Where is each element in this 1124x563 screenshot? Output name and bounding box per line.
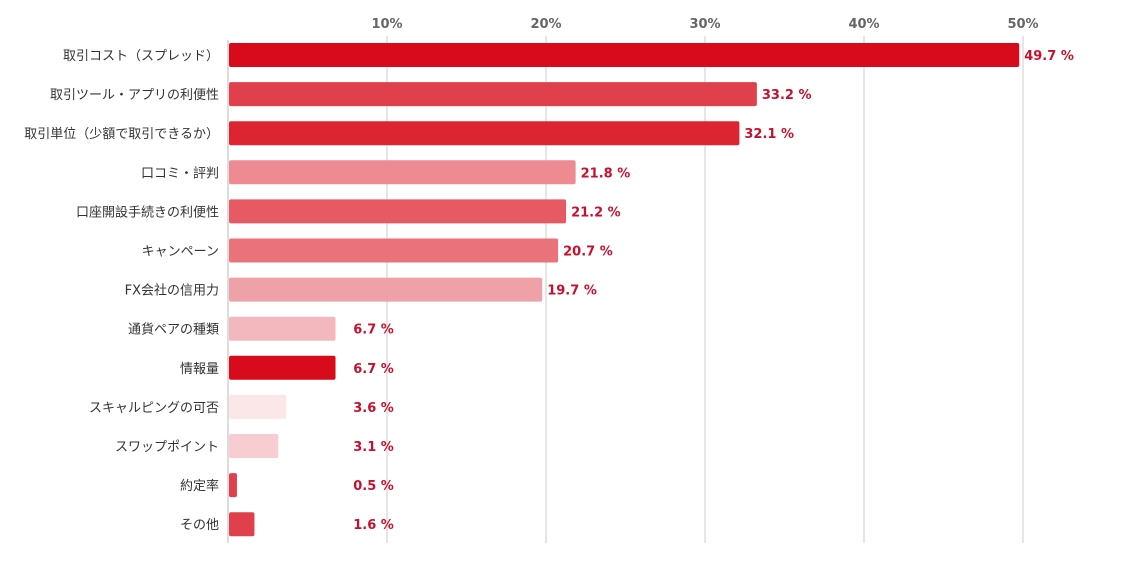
category-label: その他 bbox=[180, 518, 219, 533]
x-tick-label: 30% bbox=[689, 17, 720, 32]
bar bbox=[229, 160, 576, 185]
category-label: 取引単位（少額で取引できるか） bbox=[24, 126, 219, 142]
bar bbox=[229, 82, 757, 107]
data-label: 20.7 % bbox=[563, 245, 613, 260]
category-label: スワップポイント bbox=[115, 440, 219, 455]
bar bbox=[229, 277, 543, 302]
category-label: 口コミ・評判 bbox=[141, 166, 219, 181]
data-label: 21.8 % bbox=[581, 166, 631, 181]
category-label: FX会社の信用力 bbox=[125, 283, 219, 299]
category-label: 取引ツール・アプリの利便性 bbox=[50, 88, 219, 103]
category-label: スキャルピングの可否 bbox=[89, 401, 219, 416]
data-label: 0.5 % bbox=[353, 479, 394, 494]
category-label: 取引コスト（スプレッド） bbox=[63, 49, 219, 64]
data-label: 3.6 % bbox=[353, 401, 394, 416]
bar bbox=[229, 199, 567, 224]
data-label: 21.2 % bbox=[571, 205, 621, 220]
bar bbox=[229, 121, 740, 146]
bar bbox=[229, 355, 336, 380]
data-label: 33.2 % bbox=[762, 88, 812, 103]
bar bbox=[229, 434, 279, 458]
category-label: 口座開設手続きの利便性 bbox=[76, 204, 219, 220]
category-label: 約定率 bbox=[180, 478, 219, 494]
x-tick-label: 40% bbox=[848, 17, 879, 32]
data-label: 6.7 % bbox=[353, 362, 394, 377]
category-label: 通貨ペアの種類 bbox=[128, 322, 219, 338]
data-label: 49.7 % bbox=[1024, 49, 1074, 64]
category-label: 情報量 bbox=[180, 362, 219, 377]
data-label: 19.7 % bbox=[547, 284, 597, 299]
data-label: 32.1 % bbox=[744, 127, 794, 142]
bar bbox=[229, 512, 255, 537]
category-label: キャンペーン bbox=[142, 245, 219, 260]
x-tick-label: 20% bbox=[530, 17, 561, 32]
bar bbox=[229, 238, 559, 263]
bar bbox=[229, 473, 237, 498]
data-label: 6.7 % bbox=[353, 323, 394, 338]
data-label: 3.1 % bbox=[353, 440, 394, 455]
bar bbox=[229, 43, 1020, 67]
x-tick-label: 50% bbox=[1007, 17, 1038, 32]
data-label: 1.6 % bbox=[353, 518, 394, 533]
bar bbox=[229, 316, 336, 341]
bar bbox=[229, 394, 287, 419]
x-tick-label: 10% bbox=[371, 17, 402, 32]
